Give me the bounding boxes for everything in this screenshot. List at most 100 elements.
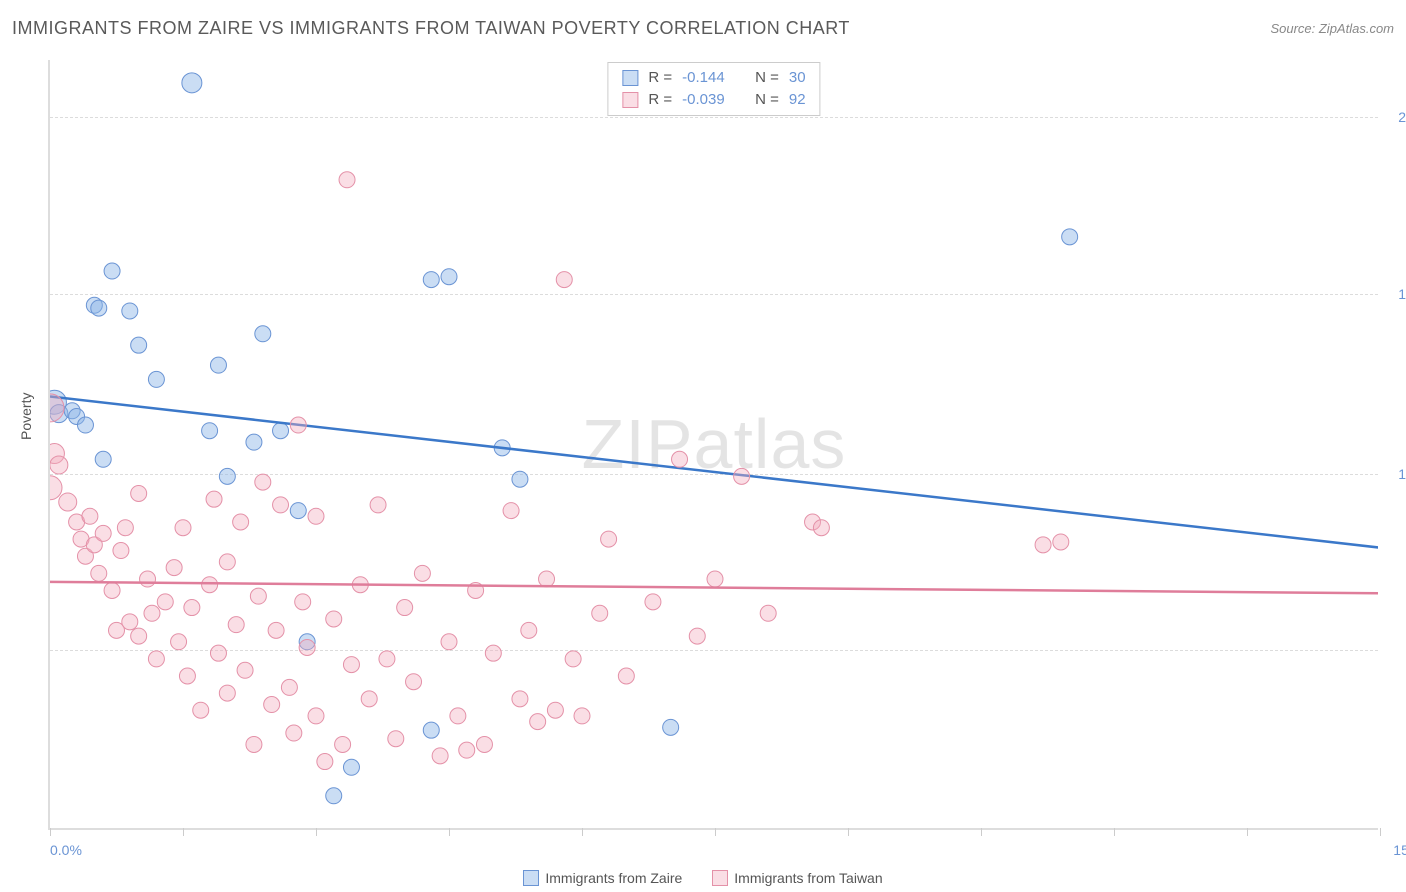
x-tick xyxy=(316,828,317,836)
scatter-point xyxy=(184,600,200,616)
scatter-point xyxy=(343,759,359,775)
scatter-point xyxy=(663,719,679,735)
scatter-point xyxy=(601,531,617,547)
legend-label-0: Immigrants from Zaire xyxy=(545,870,682,886)
scatter-point xyxy=(370,497,386,513)
r-label: R = xyxy=(648,67,672,89)
scatter-point xyxy=(476,736,492,752)
scatter-point xyxy=(707,571,723,587)
legend-swatch-1 xyxy=(712,870,728,886)
y-tick-label: 12.5% xyxy=(1398,466,1406,482)
scatter-point xyxy=(148,651,164,667)
scatter-point xyxy=(423,722,439,738)
scatter-point xyxy=(219,554,235,570)
scatter-point xyxy=(406,674,422,690)
scatter-point xyxy=(237,662,253,678)
trend-line xyxy=(50,397,1378,548)
scatter-point xyxy=(734,468,750,484)
scatter-point xyxy=(250,588,266,604)
stat-swatch-0 xyxy=(622,70,638,86)
scatter-point xyxy=(326,788,342,804)
scatter-point xyxy=(539,571,555,587)
stat-swatch-1 xyxy=(622,92,638,108)
scatter-svg xyxy=(50,60,1378,828)
scatter-point xyxy=(179,668,195,684)
scatter-point xyxy=(131,485,147,501)
scatter-point xyxy=(273,423,289,439)
scatter-point xyxy=(556,272,572,288)
x-tick xyxy=(981,828,982,836)
scatter-point xyxy=(246,736,262,752)
scatter-point xyxy=(144,605,160,621)
scatter-point xyxy=(388,731,404,747)
scatter-point xyxy=(210,645,226,661)
scatter-point xyxy=(140,571,156,587)
scatter-point xyxy=(219,468,235,484)
scatter-point xyxy=(157,594,173,610)
scatter-point xyxy=(95,525,111,541)
scatter-point xyxy=(1035,537,1051,553)
scatter-point xyxy=(308,508,324,524)
scatter-point xyxy=(210,357,226,373)
n-value-0: 30 xyxy=(789,67,806,89)
scatter-point xyxy=(219,685,235,701)
scatter-point xyxy=(202,577,218,593)
scatter-point xyxy=(122,303,138,319)
x-tick xyxy=(1380,828,1381,836)
scatter-point xyxy=(77,417,93,433)
y-axis-title: Poverty xyxy=(18,393,34,440)
scatter-point xyxy=(286,725,302,741)
y-tick-label: 25.0% xyxy=(1398,109,1406,125)
source-attribution: Source: ZipAtlas.com xyxy=(1270,21,1394,36)
scatter-point xyxy=(175,520,191,536)
x-tick xyxy=(50,828,51,836)
n-value-1: 92 xyxy=(789,89,806,111)
scatter-point xyxy=(459,742,475,758)
scatter-point xyxy=(206,491,222,507)
scatter-point xyxy=(171,634,187,650)
scatter-point xyxy=(91,565,107,581)
scatter-point xyxy=(233,514,249,530)
legend-label-1: Immigrants from Taiwan xyxy=(734,870,882,886)
scatter-point xyxy=(264,697,280,713)
scatter-point xyxy=(592,605,608,621)
legend-item-0: Immigrants from Zaire xyxy=(523,870,682,886)
scatter-point xyxy=(432,748,448,764)
scatter-point xyxy=(91,300,107,316)
scatter-point xyxy=(760,605,776,621)
scatter-point xyxy=(672,451,688,467)
r-value-1: -0.039 xyxy=(682,89,737,111)
scatter-point xyxy=(82,508,98,524)
scatter-point xyxy=(379,651,395,667)
scatter-point xyxy=(335,736,351,752)
scatter-point xyxy=(530,714,546,730)
scatter-point xyxy=(414,565,430,581)
x-tick xyxy=(715,828,716,836)
scatter-point xyxy=(423,272,439,288)
scatter-point xyxy=(273,497,289,513)
scatter-point xyxy=(122,614,138,630)
plot-area: R = -0.144 N = 30 R = -0.039 N = 92 ZIPa… xyxy=(48,60,1378,830)
scatter-point xyxy=(689,628,705,644)
stat-row-series-1: R = -0.039 N = 92 xyxy=(622,89,805,111)
correlation-stats-box: R = -0.144 N = 30 R = -0.039 N = 92 xyxy=(607,62,820,116)
scatter-point xyxy=(343,657,359,673)
x-tick xyxy=(848,828,849,836)
scatter-point xyxy=(228,617,244,633)
chart-title: IMMIGRANTS FROM ZAIRE VS IMMIGRANTS FROM… xyxy=(12,18,850,39)
scatter-point xyxy=(565,651,581,667)
scatter-point xyxy=(397,600,413,616)
scatter-point xyxy=(547,702,563,718)
scatter-point xyxy=(1062,229,1078,245)
x-tick xyxy=(1247,828,1248,836)
scatter-point xyxy=(95,451,111,467)
scatter-point xyxy=(50,476,62,500)
scatter-point xyxy=(521,622,537,638)
scatter-point xyxy=(246,434,262,450)
scatter-point xyxy=(317,754,333,770)
scatter-point xyxy=(281,679,297,695)
scatter-point xyxy=(450,708,466,724)
x-tick xyxy=(1114,828,1115,836)
scatter-point xyxy=(117,520,133,536)
scatter-point xyxy=(59,493,77,511)
